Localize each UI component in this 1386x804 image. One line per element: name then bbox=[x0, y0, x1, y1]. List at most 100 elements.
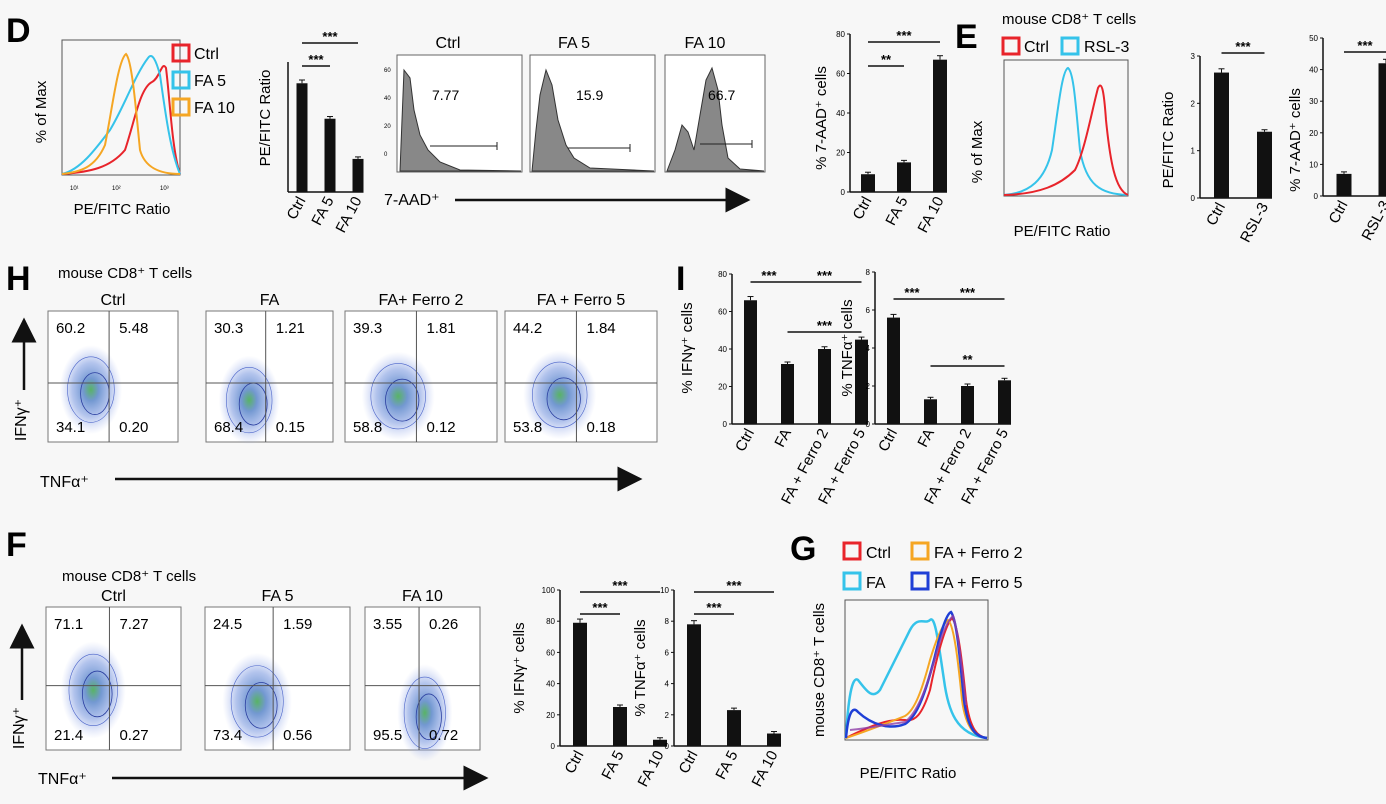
hist-xtick: 10² bbox=[112, 186, 121, 192]
significance-stars: *** bbox=[592, 600, 608, 615]
y-tick-label: 50 bbox=[1309, 34, 1318, 43]
bar bbox=[296, 83, 308, 192]
significance-stars: *** bbox=[322, 29, 338, 44]
facs-quadrant-value: 58.8 bbox=[353, 419, 382, 436]
legend-label-rsl3: RSL-3 bbox=[1084, 39, 1129, 56]
y-tick-label: 40 bbox=[718, 345, 727, 354]
panel-letter-e: E bbox=[955, 18, 978, 56]
category-label: FA 5 bbox=[598, 748, 627, 782]
legend-swatch-rsl3 bbox=[1060, 36, 1080, 56]
y-tick-label: 2 bbox=[1191, 99, 1196, 108]
bar bbox=[887, 317, 900, 424]
facs-ytick: 40 bbox=[384, 96, 391, 102]
legend-label-ctrl: Ctrl bbox=[194, 46, 219, 63]
category-label: Ctrl bbox=[875, 426, 901, 455]
y-tick-label: 0 bbox=[551, 742, 556, 751]
hist-frame bbox=[1003, 59, 1129, 197]
facs-quadrant-value: 53.8 bbox=[513, 419, 542, 436]
significance-stars: *** bbox=[960, 285, 976, 300]
facs-quadrant-value: 5.48 bbox=[119, 320, 148, 337]
y-tick-label: 40 bbox=[546, 680, 555, 689]
category-label: FA 10 bbox=[915, 194, 948, 236]
legend-label-fa: FA bbox=[866, 575, 886, 592]
category-label: Ctrl bbox=[850, 194, 876, 223]
significance-stars: *** bbox=[308, 52, 324, 67]
y-tick-label: 0 bbox=[1314, 192, 1319, 201]
legend-swatch-fa10 bbox=[171, 97, 191, 117]
category-label: FA 5 bbox=[882, 194, 911, 228]
facs-quadrant-value: 30.3 bbox=[214, 320, 243, 337]
facs-quadrant-value: 24.5 bbox=[213, 616, 242, 633]
facs-quadrant-value: 0.26 bbox=[429, 616, 458, 633]
hist-fa-line bbox=[844, 618, 988, 740]
facs-quadrant-value: 34.1 bbox=[56, 419, 85, 436]
bar bbox=[727, 710, 741, 746]
bar bbox=[1257, 131, 1272, 198]
bar bbox=[818, 349, 831, 424]
panel-g-histogram: mouse CD8⁺ T cells PE/FITC Ratio bbox=[811, 599, 989, 782]
legend-swatch-ctrl bbox=[842, 541, 862, 561]
hist-xlabel: PE/FITC Ratio bbox=[860, 765, 957, 782]
significance-stars: *** bbox=[726, 578, 742, 593]
y-tick-label: 10 bbox=[660, 586, 669, 595]
y-tick-label: 2 bbox=[665, 711, 670, 720]
facs-value: 66.7 bbox=[708, 87, 735, 103]
facs-quadrant-value: 7.27 bbox=[119, 616, 148, 633]
bar bbox=[653, 739, 667, 746]
e-aad-ylabel: % 7-AAD⁺ cells bbox=[1287, 88, 1304, 192]
facs-histogram bbox=[531, 68, 655, 172]
panel-f-subtitle: mouse CD8⁺ T cells bbox=[62, 568, 196, 585]
bar bbox=[687, 624, 701, 746]
bar bbox=[352, 158, 364, 192]
panel-d-histogram: % of Max PE/FITC Ratio 10¹ 10² 10³ Ctrl … bbox=[33, 39, 235, 218]
y-tick-label: 30 bbox=[1309, 97, 1318, 106]
category-label: Ctrl bbox=[562, 748, 588, 777]
panel-letter-f: F bbox=[6, 526, 27, 564]
y-tick-label: 0 bbox=[866, 420, 871, 429]
hist-ylabel: % of Max bbox=[969, 120, 986, 183]
legend-label-ctrl: Ctrl bbox=[1024, 39, 1049, 56]
significance-stars: ** bbox=[881, 52, 892, 67]
y-tick-label: 0 bbox=[723, 420, 728, 429]
legend-swatch-fa bbox=[842, 571, 862, 591]
facs-density-cloud bbox=[218, 355, 280, 445]
bar bbox=[897, 162, 911, 192]
bar bbox=[767, 733, 781, 746]
y-tick-label: 80 bbox=[836, 30, 845, 39]
significance-stars: ** bbox=[962, 352, 973, 367]
bar bbox=[855, 339, 868, 424]
facs-contour bbox=[82, 670, 113, 718]
facs-contour bbox=[403, 676, 446, 749]
panel-f-xlabel: TNFα⁺ bbox=[38, 771, 87, 788]
significance-stars: *** bbox=[896, 28, 912, 43]
i-ifng-ylabel: % IFNγ⁺ cells bbox=[679, 302, 696, 393]
facs-quadrant-value: 95.5 bbox=[373, 727, 402, 744]
facs-ytick: 0 bbox=[384, 152, 388, 158]
category-label: FA 5 bbox=[308, 194, 337, 228]
facs-value: 7.77 bbox=[432, 87, 459, 103]
facs-quadrant-value: 39.3 bbox=[353, 320, 382, 337]
y-tick-label: 20 bbox=[836, 149, 845, 158]
d-ratio-ylabel: PE/FITC Ratio bbox=[257, 70, 274, 167]
panel-letter-i: I bbox=[676, 260, 685, 298]
y-tick-label: 4 bbox=[665, 680, 670, 689]
significance-stars: *** bbox=[1357, 38, 1373, 53]
facs-plot-title: Ctrl bbox=[101, 292, 126, 309]
significance-stars: *** bbox=[706, 600, 722, 615]
facs-contour bbox=[68, 653, 118, 726]
bar bbox=[744, 300, 757, 424]
category-label: FA 5 bbox=[712, 748, 741, 782]
y-tick-label: 100 bbox=[542, 586, 556, 595]
significance-stars: *** bbox=[1235, 39, 1251, 54]
legend-label-ferro2: FA + Ferro 2 bbox=[934, 545, 1023, 562]
facs-quadrant-value: 21.4 bbox=[54, 727, 83, 744]
facs-quadrant-value: 0.27 bbox=[119, 727, 148, 744]
panel-h-facs: Ctrl 60.2 5.48 34.1 0.20 FA 30.3 1.21 68.4 0.15 FA… bbox=[47, 292, 658, 445]
facs-quadrant-value: 44.2 bbox=[513, 320, 542, 337]
category-label: Ctrl bbox=[1326, 198, 1352, 227]
y-tick-label: 80 bbox=[718, 270, 727, 279]
facs-plot-title: FA 5 bbox=[261, 588, 293, 605]
f-ifng-ylabel: % IFNγ⁺ cells bbox=[511, 622, 528, 713]
y-tick-label: 8 bbox=[866, 268, 871, 277]
